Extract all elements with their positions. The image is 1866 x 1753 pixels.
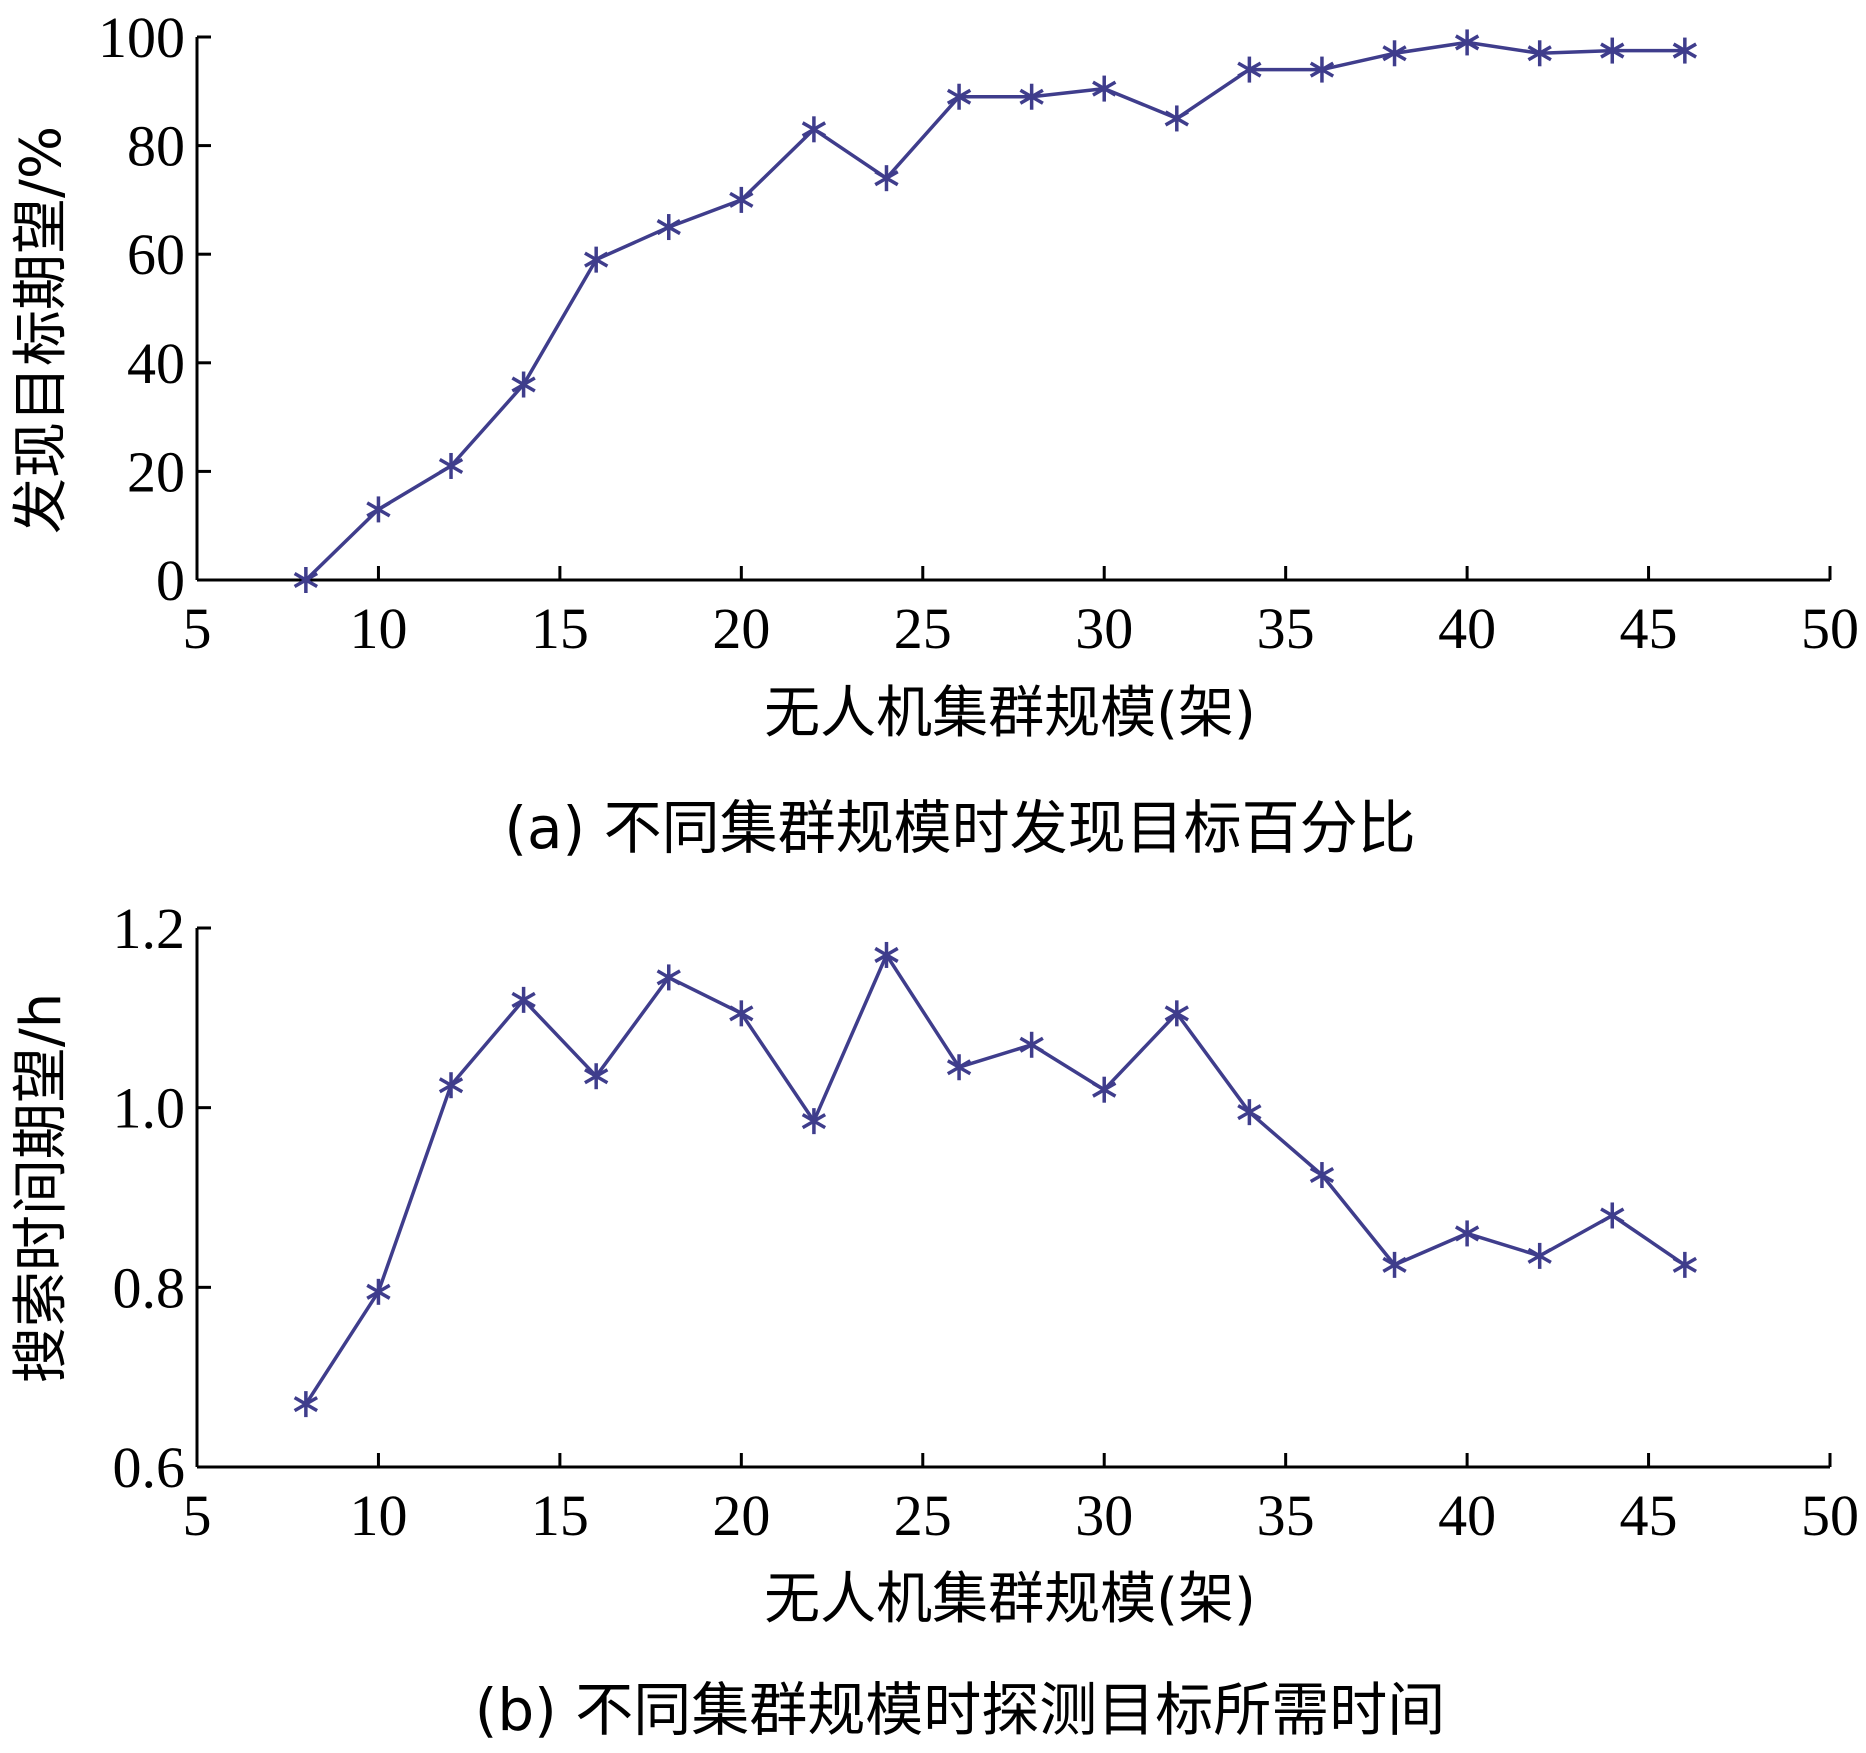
data-point-marker xyxy=(1092,75,1117,102)
y-tick-label: 0.8 xyxy=(113,1255,186,1320)
data-point-marker xyxy=(1309,56,1335,83)
data-point-marker xyxy=(1600,1202,1625,1229)
data-point-marker xyxy=(801,1108,827,1135)
data-point-marker xyxy=(874,165,899,192)
data-point-marker xyxy=(366,496,391,523)
y-tick-label: 0.6 xyxy=(113,1435,186,1500)
data-point-marker xyxy=(1454,29,1480,56)
data-point-marker xyxy=(1672,37,1697,64)
chart-panel-b: 5 10 15 20 25 30 35 40 45 50 0.6 0.8 1.0 1.2 无人机集群规模(… xyxy=(9,896,1859,1744)
x-tick-label: 5 xyxy=(183,1483,212,1548)
data-point-marker xyxy=(584,1063,609,1090)
series-line xyxy=(304,40,1685,582)
data-point-marker xyxy=(511,371,536,398)
panel-caption: (a) 不同集群规模时发现目标百分比 xyxy=(504,794,1415,862)
x-tick-label: 45 xyxy=(1620,596,1678,661)
x-tick-label: 50 xyxy=(1801,596,1859,661)
y-tick-label: 60 xyxy=(127,222,185,287)
data-point-marker xyxy=(584,246,609,273)
x-tick-label: 20 xyxy=(712,1483,770,1548)
data-point-marker xyxy=(1164,1000,1189,1027)
data-point-marker xyxy=(1237,1099,1262,1126)
x-tick-label: 5 xyxy=(183,596,212,661)
x-tick-label: 10 xyxy=(349,1483,407,1548)
series-line xyxy=(304,953,1686,1406)
data-point-marker xyxy=(1309,1162,1335,1189)
y-tick-label: 1.2 xyxy=(113,896,186,961)
x-tick-label: 10 xyxy=(349,596,407,661)
data-point-marker xyxy=(511,986,536,1013)
data-point-marker xyxy=(946,1054,972,1081)
y-tick-label: 100 xyxy=(98,5,185,70)
data-point-marker xyxy=(1527,40,1552,67)
data-point-marker xyxy=(946,83,972,110)
x-tick-label: 35 xyxy=(1257,596,1315,661)
data-point-marker xyxy=(1672,1251,1697,1278)
y-tick-label: 0 xyxy=(156,548,185,613)
data-point-marker xyxy=(1527,1242,1552,1269)
y-tick-label: 20 xyxy=(127,439,185,504)
data-point-marker xyxy=(1600,37,1625,64)
y-axis-title: 搜索时间期望/h xyxy=(9,993,74,1383)
x-tick-label: 45 xyxy=(1620,1483,1678,1548)
data-point-marker xyxy=(438,1072,464,1099)
x-tick-label: 40 xyxy=(1438,596,1496,661)
x-tick-label: 30 xyxy=(1075,1483,1133,1548)
data-point-marker xyxy=(874,941,899,968)
data-point-marker xyxy=(729,186,754,213)
x-tick-label: 15 xyxy=(531,1483,589,1548)
data-point-marker xyxy=(1382,1251,1407,1278)
data-point-marker xyxy=(293,567,318,593)
data-point-marker xyxy=(293,1391,318,1418)
data-point-marker xyxy=(1019,83,1044,110)
x-tick-label: 25 xyxy=(894,1483,952,1548)
panel-caption: (b) 不同集群规模时探测目标所需时间 xyxy=(475,1676,1446,1744)
x-tick-label: 30 xyxy=(1075,596,1133,661)
data-point-marker xyxy=(438,452,464,479)
y-tick-label: 1.0 xyxy=(113,1076,186,1141)
data-point-marker xyxy=(1237,56,1262,83)
x-axis-title: 无人机集群规模(架) xyxy=(764,681,1256,746)
data-point-marker xyxy=(1164,105,1189,132)
x-tick-label: 50 xyxy=(1801,1483,1859,1548)
chart-panel-a: 5 10 15 20 25 30 35 40 45 50 0 20 40 60 80 100 无人机集群规模(… xyxy=(9,5,1859,862)
data-point-marker xyxy=(366,1278,391,1305)
data-point-marker xyxy=(729,1000,754,1027)
data-point-marker xyxy=(656,964,681,991)
data-point-marker xyxy=(1019,1031,1044,1058)
y-tick-label: 40 xyxy=(127,331,185,396)
x-axis-title: 无人机集群规模(架) xyxy=(764,1567,1256,1632)
x-tick-label: 25 xyxy=(894,596,952,661)
data-point-marker xyxy=(1382,40,1407,67)
x-tick-label: 15 xyxy=(531,596,589,661)
x-tick-label: 40 xyxy=(1438,1483,1496,1548)
y-axis-title: 发现目标期望/% xyxy=(9,126,74,534)
data-point-marker xyxy=(1092,1076,1117,1103)
x-tick-label: 20 xyxy=(712,596,770,661)
data-point-marker xyxy=(1454,1220,1480,1247)
data-point-marker xyxy=(656,214,681,241)
x-tick-label: 35 xyxy=(1257,1483,1315,1548)
data-point-marker xyxy=(801,116,827,143)
y-tick-label: 80 xyxy=(127,114,185,179)
